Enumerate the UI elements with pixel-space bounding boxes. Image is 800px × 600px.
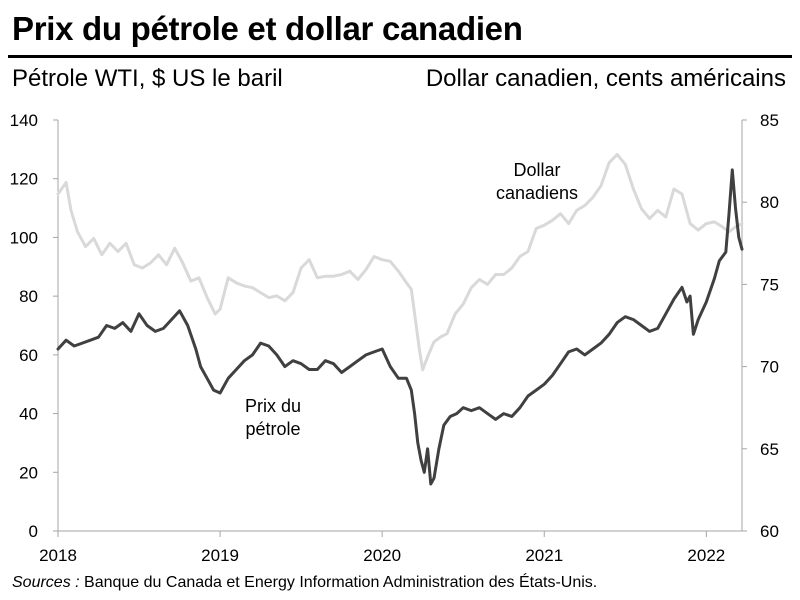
left-axis-title: Pétrole WTI, $ US le baril [12,65,283,92]
x-tick-label: 2020 [363,546,401,565]
oil-series-label: Prix du pétrole [245,396,301,439]
right-axis-title: Dollar canadien, cents américains [425,65,786,92]
right-tick-label: 80 [760,193,779,212]
title-divider [8,55,792,58]
oil-series-label-line: pétrole [245,419,300,439]
left-tick-label: 20 [19,463,38,482]
right-tick-label: 70 [760,358,779,377]
dollar-series-label-line: canadiens [496,183,578,203]
x-tick-label: 2022 [687,546,725,565]
annotations: Dollar canadiens Prix du pétrole [245,160,578,439]
left-tick-label: 80 [19,287,38,306]
x-tick-label: 2019 [201,546,239,565]
left-tick-label: 0 [29,522,38,541]
left-tick-label: 120 [10,170,38,189]
oil-series-line [56,168,744,486]
left-tick-label: 140 [10,111,38,130]
right-tick-label: 85 [760,111,779,130]
x-tick-label: 2021 [525,546,563,565]
left-tick-label: 100 [10,228,38,247]
chart-title: Prix du pétrole et dollar canadien [12,10,523,47]
source-text: Banque du Canada et Energy Information A… [79,574,598,591]
right-tick-label: 75 [760,275,779,294]
x-tick-label: 2018 [39,546,77,565]
right-tick-label: 60 [760,522,779,541]
right-tick-label: 65 [760,440,779,459]
source-prefix: Sources : [12,574,80,591]
dollar-series-label: Dollar canadiens [496,160,578,203]
axes: 0 20 40 60 80 100 120 140 60 65 70 75 80 85 2018 2019 20… [10,111,779,565]
left-tick-label: 60 [19,346,38,365]
left-tick-label: 40 [19,405,38,424]
dollar-series-label-line: Dollar [513,160,560,180]
oil-series-label-line: Prix du [245,396,301,416]
source-note: Sources : Banque du Canada et Energy Inf… [12,574,597,592]
series-group [56,153,744,486]
dollar-series-line [56,153,744,372]
